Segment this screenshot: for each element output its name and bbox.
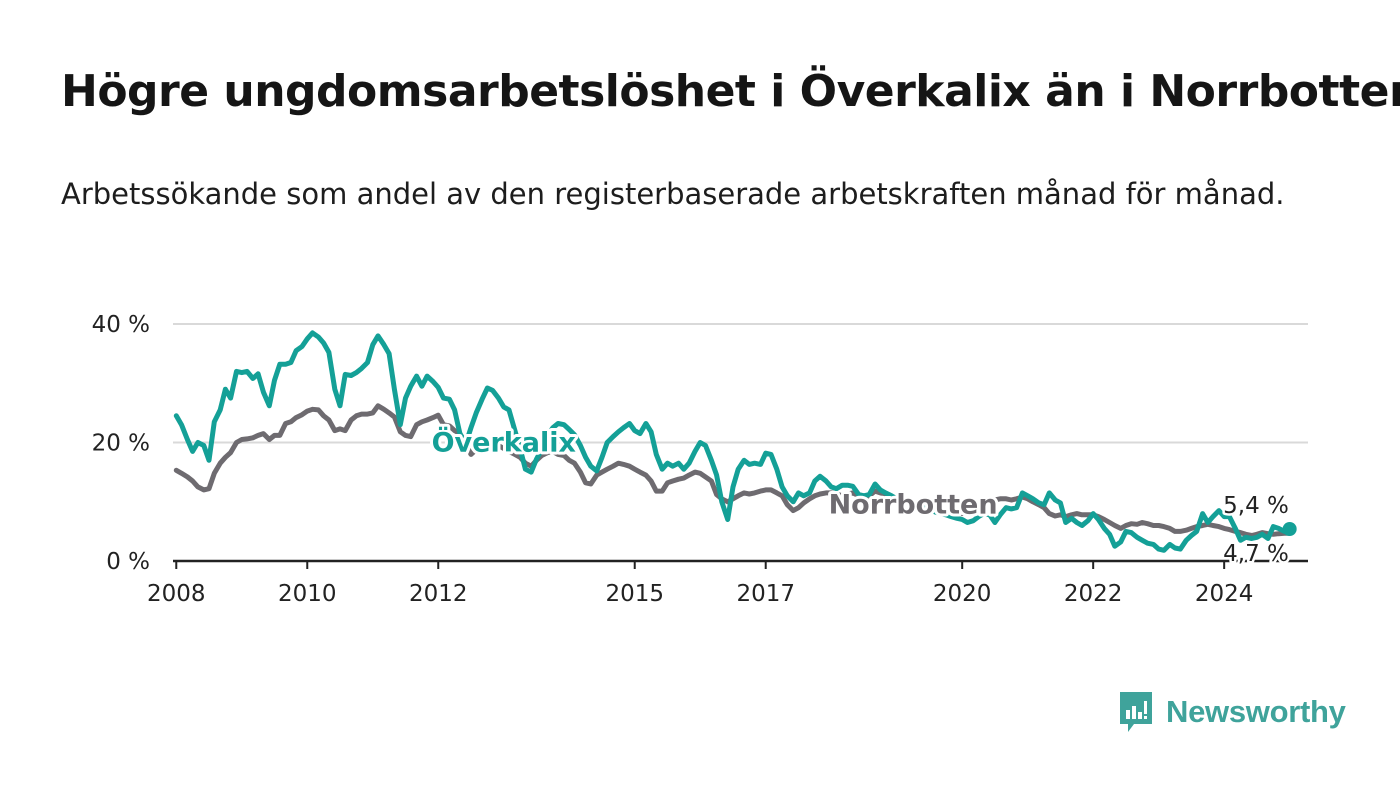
x-tick-label: 2024	[1195, 581, 1254, 607]
series-lines	[173, 330, 1293, 553]
y-tick-label: 0 %	[106, 549, 150, 575]
y-axis-ticks: 0 % 20 % 40 %	[92, 312, 150, 575]
end-marker-overkalix	[1282, 522, 1297, 537]
annotations: Överkalix Norrbotten 5,4 % 4,7 %	[429, 423, 1297, 570]
x-tick-label: 2012	[409, 581, 468, 607]
chart-subtitle: Arbetssökande som andel av den registerb…	[61, 177, 1285, 211]
series-label-overkalix: Överkalix	[432, 426, 576, 459]
series-line-overkalix	[173, 330, 1293, 553]
x-tick-label: 2015	[605, 581, 664, 607]
newsworthy-logo: Newsworthy	[1118, 690, 1346, 734]
end-value-overkalix: 5,4 %	[1223, 493, 1289, 519]
x-tick-label: 2010	[278, 581, 337, 607]
gridlines	[173, 323, 1308, 563]
y-tick-label: 20 %	[92, 431, 150, 457]
series-label-norrbotten: Norrbotten	[829, 490, 998, 521]
x-axis-ticks: 2008 2010 2012 2015 2017 2020 2022 2024	[147, 561, 1253, 607]
brand-name: Newsworthy	[1166, 694, 1346, 729]
end-value-norrbotten: 4,7 %	[1223, 541, 1289, 567]
bar-chart-speech-icon	[1120, 692, 1152, 732]
x-tick-label: 2008	[147, 581, 206, 607]
series-line-norrbotten	[173, 403, 1293, 538]
chart-title: Högre ungdomsarbetslöshet i Överkalix än…	[61, 66, 1400, 117]
x-tick-label: 2022	[1064, 581, 1123, 607]
y-tick-label: 40 %	[92, 312, 150, 338]
x-tick-label: 2020	[933, 581, 992, 607]
x-tick-label: 2017	[736, 581, 795, 607]
